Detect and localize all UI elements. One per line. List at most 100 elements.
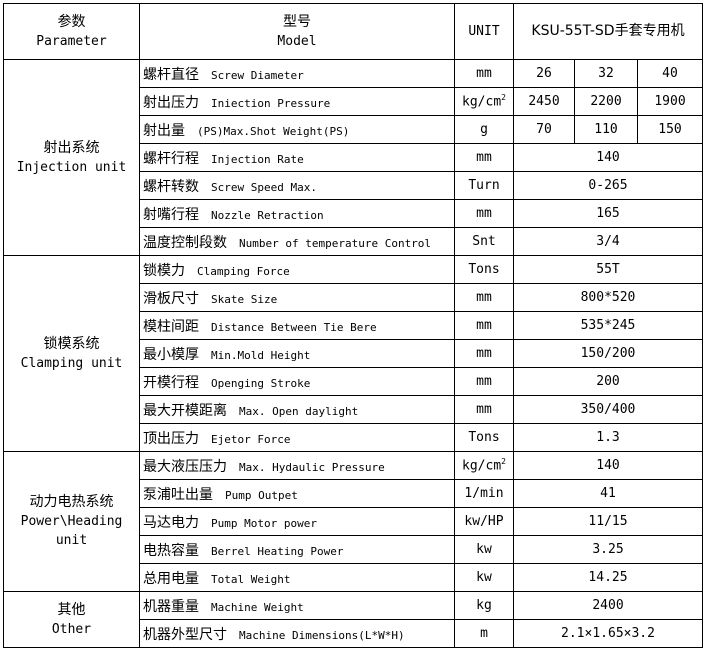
table-row: 其他 Other 机器重量 Machine Weight kg 2400 xyxy=(3,591,703,648)
param-unit: 1/min xyxy=(454,479,514,508)
table-row: 螺杆转数 Screw Speed Max. Turn 0-265 xyxy=(4,171,703,200)
unit-text: kg xyxy=(476,598,492,613)
param-en: Iniection Pressure xyxy=(211,96,331,110)
param-en: Total Weight xyxy=(211,572,291,586)
param-cn: 螺杆转数 xyxy=(143,178,199,195)
param-value: 32 xyxy=(574,59,638,88)
group-label: 锁模系统 Clamping unit xyxy=(3,255,140,452)
param-value: 41 xyxy=(513,479,703,508)
param-en: Pump Motor power xyxy=(211,516,317,530)
param-unit: mm xyxy=(454,311,514,340)
param-name: 射出压力 Iniection Pressure xyxy=(139,87,455,116)
param-en: Screw Diameter xyxy=(211,68,304,82)
param-unit: mm xyxy=(454,367,514,396)
unit-text: mm xyxy=(476,346,492,361)
param-cn: 顶出压力 xyxy=(143,430,199,447)
param-en: Machine Weight xyxy=(211,600,304,614)
param-value: 55T xyxy=(513,255,703,284)
unit-text: kg/cm xyxy=(462,458,502,474)
unit-text: mm xyxy=(476,374,492,389)
header-row: 参数 Parameter 型号 Model UNIT KSU-55T-SD手套专用机 xyxy=(3,3,703,60)
param-unit: mm xyxy=(454,143,514,172)
param-en: Pump Outpet xyxy=(225,488,298,502)
param-value: 1.3 xyxy=(513,423,703,452)
param-name: 机器外型尺寸 Machine Dimensions(L*W*H) xyxy=(139,619,455,648)
param-unit: Snt xyxy=(454,227,514,256)
unit-sup: 2 xyxy=(501,457,506,467)
param-value: 14.25 xyxy=(513,563,703,592)
param-en: Min.Mold Height xyxy=(211,348,311,362)
group-label: 动力电热系统 Power\Heading unit xyxy=(3,451,140,592)
param-en: Berrel Heating Power xyxy=(211,544,344,558)
table-row: 电热容量 Berrel Heating Power kw 3.25 xyxy=(4,535,703,564)
param-unit: kg xyxy=(454,591,514,620)
param-unit: kw xyxy=(454,563,514,592)
param-value: 1900 xyxy=(637,87,703,116)
param-name: 锁模力 Clamping Force xyxy=(139,255,455,284)
param-cn: 马达电力 xyxy=(143,514,199,531)
header-unit: UNIT xyxy=(454,3,514,60)
param-cn: 机器重量 xyxy=(143,598,199,615)
param-value: 2450 xyxy=(513,87,575,116)
table-row: 射嘴行程 Nozzle Retraction mm 165 xyxy=(4,199,703,228)
param-name: 螺杆转数 Screw Speed Max. xyxy=(139,171,455,200)
param-cn: 泵浦吐出量 xyxy=(143,486,213,503)
table-row: 机器外型尺寸 Machine Dimensions(L*W*H) m 2.1×1.65… xyxy=(4,619,703,648)
param-cn: 锁模力 xyxy=(143,262,185,279)
param-en: Clamping Force xyxy=(197,264,290,278)
param-name: 螺杆行程 Injection Rate xyxy=(139,143,455,172)
param-cn: 螺杆直径 xyxy=(143,66,199,83)
param-en: Number of temperature Control xyxy=(239,236,432,250)
param-value: 11/15 xyxy=(513,507,703,536)
param-name: 射出量 (PS)Max.Shot Weight(PS) xyxy=(139,115,455,144)
unit-sup: 2 xyxy=(501,93,506,103)
param-cn: 温度控制段数 xyxy=(143,234,227,251)
group-cn: 动力电热系统 xyxy=(29,494,114,510)
unit-text: mm xyxy=(476,402,492,417)
unit-text: kw/HP xyxy=(464,514,504,529)
group-en: Injection unit xyxy=(16,159,127,175)
param-value: 40 xyxy=(637,59,703,88)
param-value: 140 xyxy=(513,451,703,480)
group-en: Clamping unit xyxy=(20,355,123,371)
group-label: 射出系统 Injection unit xyxy=(3,59,140,256)
param-value: 110 xyxy=(574,115,638,144)
table-row: 锁模系统 Clamping unit 锁模力 Clamping Force Tons 55… xyxy=(3,255,703,452)
param-name: 电热容量 Berrel Heating Power xyxy=(139,535,455,564)
unit-text: mm xyxy=(476,206,492,221)
table-row: 射出系统 Injection unit 螺杆直径 Screw Diameter mm 26… xyxy=(3,59,703,256)
param-cn: 射嘴行程 xyxy=(143,206,199,223)
unit-text: mm xyxy=(476,150,492,165)
param-unit: Tons xyxy=(454,423,514,452)
group-cn: 锁模系统 xyxy=(43,335,100,352)
param-value: 800*520 xyxy=(513,283,703,312)
param-cn: 射出压力 xyxy=(143,94,199,111)
param-en: Openging Stroke xyxy=(211,376,311,390)
param-value: 350/400 xyxy=(513,395,703,424)
param-cn: 螺杆行程 xyxy=(143,150,199,167)
param-unit: g xyxy=(454,115,514,144)
model-en: Model xyxy=(277,33,317,49)
unit-text: mm xyxy=(476,290,492,305)
unit-text: kg/cm xyxy=(462,94,502,110)
param-name: 最大液压压力 Max. Hydaulic Pressure xyxy=(139,451,455,480)
param-name: 螺杆直径 Screw Diameter xyxy=(139,59,455,88)
unit-text: kw xyxy=(476,542,492,557)
param-unit: mm xyxy=(454,199,514,228)
table-row: 射出压力 Iniection Pressure kg/cm2 2450 2200 1900 xyxy=(4,87,703,116)
param-unit: kg/cm2 xyxy=(454,451,514,480)
param-en: Ejetor Force xyxy=(211,432,291,446)
param-value: 150/200 xyxy=(513,339,703,368)
table-row: 开模行程 Openging Stroke mm 200 xyxy=(4,367,703,396)
param-value: 140 xyxy=(513,143,703,172)
unit-text: m xyxy=(480,626,488,641)
unit-text: g xyxy=(480,122,488,137)
param-en: Screw Speed Max. xyxy=(211,180,317,194)
param-name: 机器重量 Machine Weight xyxy=(139,591,455,620)
group-en: Power\Heading xyxy=(20,514,123,529)
param-en: Skate Size xyxy=(211,292,278,306)
param-value: 0-265 xyxy=(513,171,703,200)
param-unit: kw/HP xyxy=(454,507,514,536)
param-value: 535*245 xyxy=(513,311,703,340)
group-en-2: unit xyxy=(55,533,88,548)
